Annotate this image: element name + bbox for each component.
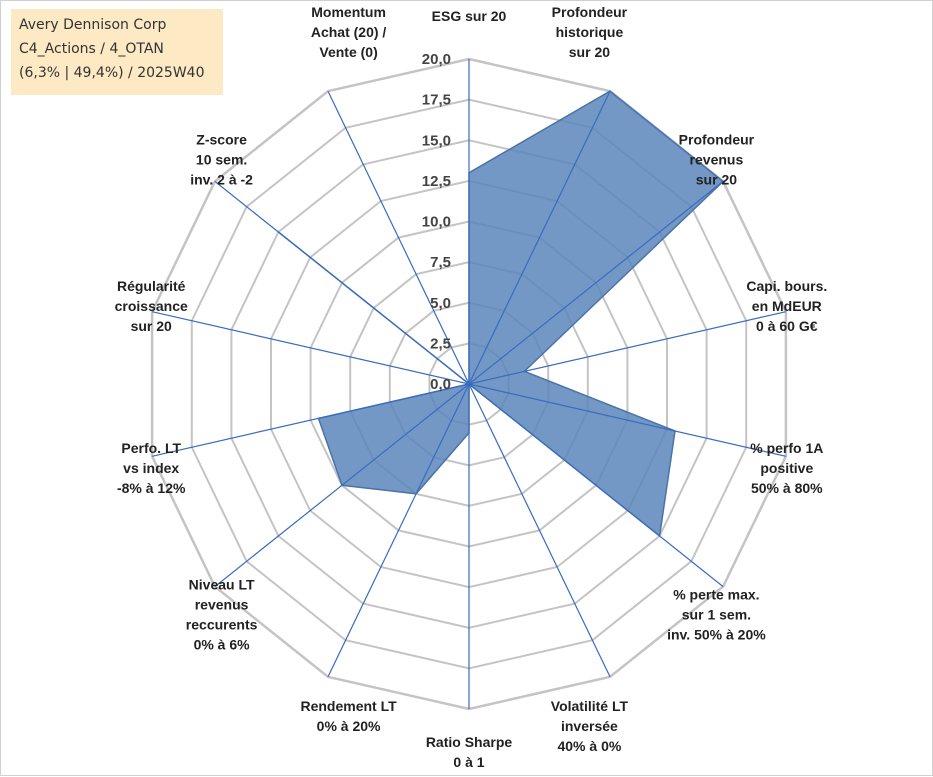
- axis-label: % perte max.sur 1 sem.inv. 50% à 20%: [667, 587, 766, 643]
- company-name: Avery Dennison Corp: [19, 13, 215, 37]
- portfolio-label: C4_Actions / 4_OTAN: [19, 37, 215, 61]
- tick-label: 0,0: [430, 376, 451, 393]
- axis-label: NoteESG sur 20: [432, 1, 507, 24]
- tick-labels: 0,0 2,5 5,0 7,5 10,0 12,5 15,0 17,5 20,0: [422, 51, 451, 393]
- tick-label: 2,5: [430, 335, 451, 352]
- tick-label: 17,5: [422, 92, 451, 109]
- period-label: (6,3% | 49,4%) / 2025W40: [19, 61, 215, 85]
- tick-label: 10,0: [422, 214, 451, 231]
- tick-label: 12,5: [422, 173, 451, 190]
- data-series: [278, 91, 723, 536]
- info-box: Avery Dennison Corp C4_Actions / 4_OTAN …: [11, 9, 223, 95]
- tick-label: 20,0: [422, 51, 451, 68]
- tick-label: 15,0: [422, 132, 451, 149]
- tick-label: 5,0: [430, 295, 451, 312]
- tick-label: 7,5: [430, 254, 451, 271]
- series-area: [278, 91, 723, 536]
